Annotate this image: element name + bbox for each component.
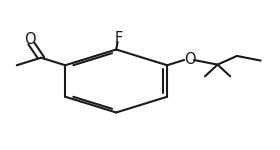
Text: O: O	[24, 32, 36, 47]
Text: O: O	[185, 52, 196, 67]
Text: F: F	[115, 31, 123, 46]
